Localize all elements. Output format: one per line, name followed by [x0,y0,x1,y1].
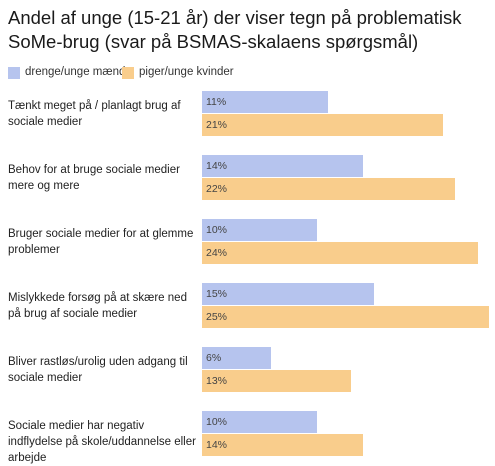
bar [202,242,478,264]
category-label: Sociale medier har negativ indflydelse p… [8,420,196,464]
value-label: 14% [206,439,228,451]
value-label: 14% [206,160,228,172]
value-label: 24% [206,247,228,259]
bar [202,219,317,241]
bar [202,306,489,328]
category-label: Behov for at bruge sociale medier mere o… [8,164,180,192]
bar [202,411,317,433]
bar [202,434,363,456]
value-label: 10% [206,224,228,236]
chart-title: Andel af unge (15-21 år) der viser tegn … [8,7,462,52]
bar [202,283,375,305]
value-label: 25% [206,311,228,323]
bar [202,155,363,177]
category-label: Mislykkede forsøg på at skære ned på bru… [8,292,187,320]
value-label: 15% [206,288,228,300]
value-label: 13% [206,375,228,387]
legend-label: drenge/unge mænd [25,66,126,78]
legend-swatch [8,67,20,79]
bar [202,91,329,113]
category-label: Bliver rastløs/urolig uden adgang til so… [8,356,188,384]
bar [202,347,271,369]
value-label: 22% [206,183,228,195]
value-label: 6% [206,352,222,364]
bar [202,370,352,392]
value-label: 11% [206,96,227,108]
legend-label: piger/unge kvinder [139,66,234,78]
category-label: Tænkt meget på / planlagt brug af social… [8,100,181,128]
value-label: 10% [206,416,228,428]
value-label: 21% [206,119,228,131]
bar [202,114,444,136]
legend-swatch [122,67,134,79]
bar [202,178,455,200]
category-label: Bruger sociale medier for at glemme prob… [8,228,194,256]
